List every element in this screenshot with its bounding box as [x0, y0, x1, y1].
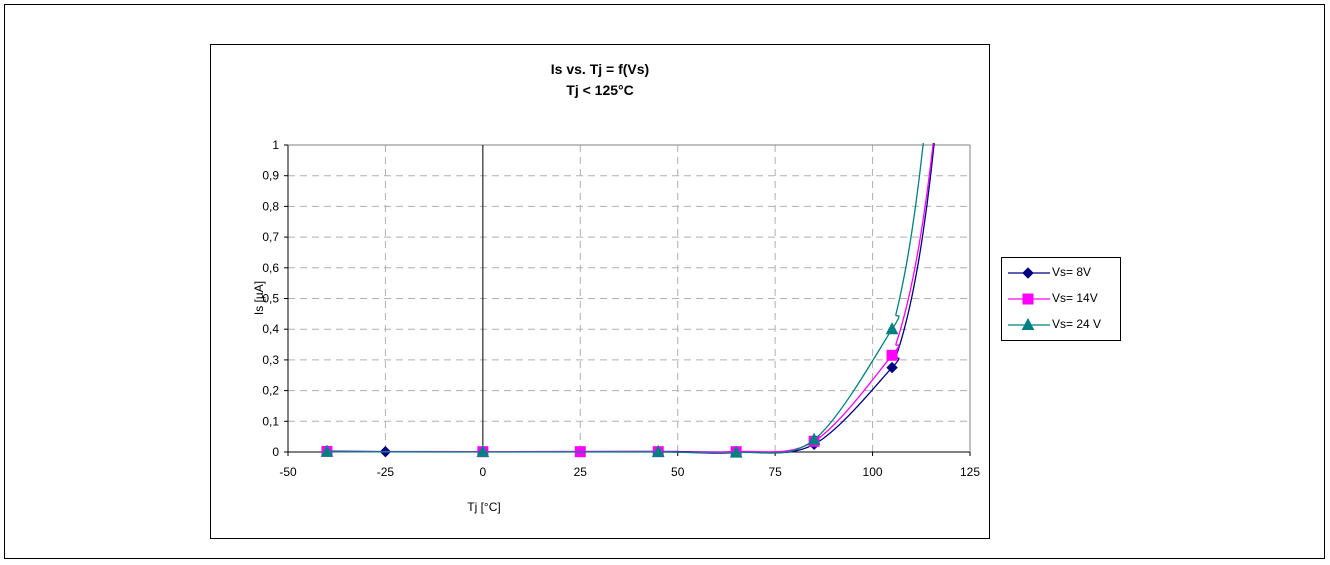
x-tick-label: 75 [768, 465, 782, 479]
x-tick-label: 50 [671, 465, 685, 479]
legend-item-vs24: Vs= 24 V [1002, 316, 1120, 334]
x-tick-label: 125 [960, 465, 980, 479]
data-point-2-5 [885, 322, 899, 335]
y-tick-label: 0 [272, 445, 279, 459]
y-tick-label: 0,1 [262, 414, 279, 428]
y-tick-label: 0,2 [262, 384, 279, 398]
grid-layer [288, 144, 971, 452]
legend-marker-vs24 [1008, 317, 1050, 330]
legend-label-vs14: Vs= 14V [1052, 291, 1098, 305]
y-tick-label: 0,9 [262, 169, 279, 183]
legend-marker-shape [1021, 317, 1035, 330]
legend-marker-shape [1022, 267, 1034, 279]
series-line-2 [326, 143, 924, 454]
x-tick-label: 100 [863, 465, 883, 479]
data-point-0-6 [886, 361, 898, 374]
legend-label-vs24: Vs= 24 V [1052, 317, 1102, 331]
legend-marker-vs8 [1008, 267, 1050, 279]
axis-layer [284, 144, 971, 456]
legend: Vs= 8V Vs= 14V Vs= 24 V [1001, 257, 1121, 341]
series-line-0 [326, 143, 935, 454]
data-point-2-0 [320, 444, 334, 457]
data-point-1-6 [886, 349, 898, 361]
y-tick-label: 0,5 [262, 292, 279, 306]
series-line-1 [326, 143, 934, 454]
x-tick-label: 25 [574, 465, 588, 479]
y-tick-label: 1 [272, 138, 279, 152]
data-point-2-1 [476, 444, 490, 457]
data-point-2-4 [807, 432, 821, 445]
x-tick-label: -25 [377, 465, 395, 479]
y-tick-label: 0,7 [262, 230, 279, 244]
y-tick-label: 0,3 [262, 353, 279, 367]
chart-frame [210, 44, 990, 539]
legend-item-vs8: Vs= 8V [1002, 264, 1120, 282]
legend-label-vs8: Vs= 8V [1052, 265, 1092, 279]
chart-title: Is vs. Tj = f(Vs) [550, 61, 650, 77]
x-tick-label: 0 [480, 465, 487, 479]
x-axis-title: Tj [°C] [467, 500, 500, 514]
legend-item-vs14: Vs= 14V [1002, 290, 1120, 308]
y-axis-title: Is [µA] [252, 281, 266, 315]
tick-layer: 0 0,1 0,2 0,3 0,4 0,5 0,6 0,7 0,8 0,9 1 -50 -25 0 25 50… [262, 138, 980, 479]
data-point-2-3 [729, 445, 743, 458]
y-tick-label: 0,8 [262, 199, 279, 213]
series-layer [320, 143, 935, 458]
legend-marker-shape [1022, 293, 1034, 305]
legend-marker-vs14 [1008, 293, 1050, 305]
x-tick-label: -50 [279, 465, 297, 479]
chart-subtitle: Tj < 125°C [566, 82, 634, 98]
data-point-2-2 [651, 444, 665, 457]
y-tick-label: 0,6 [262, 261, 279, 275]
y-tick-label: 0,4 [262, 322, 279, 336]
